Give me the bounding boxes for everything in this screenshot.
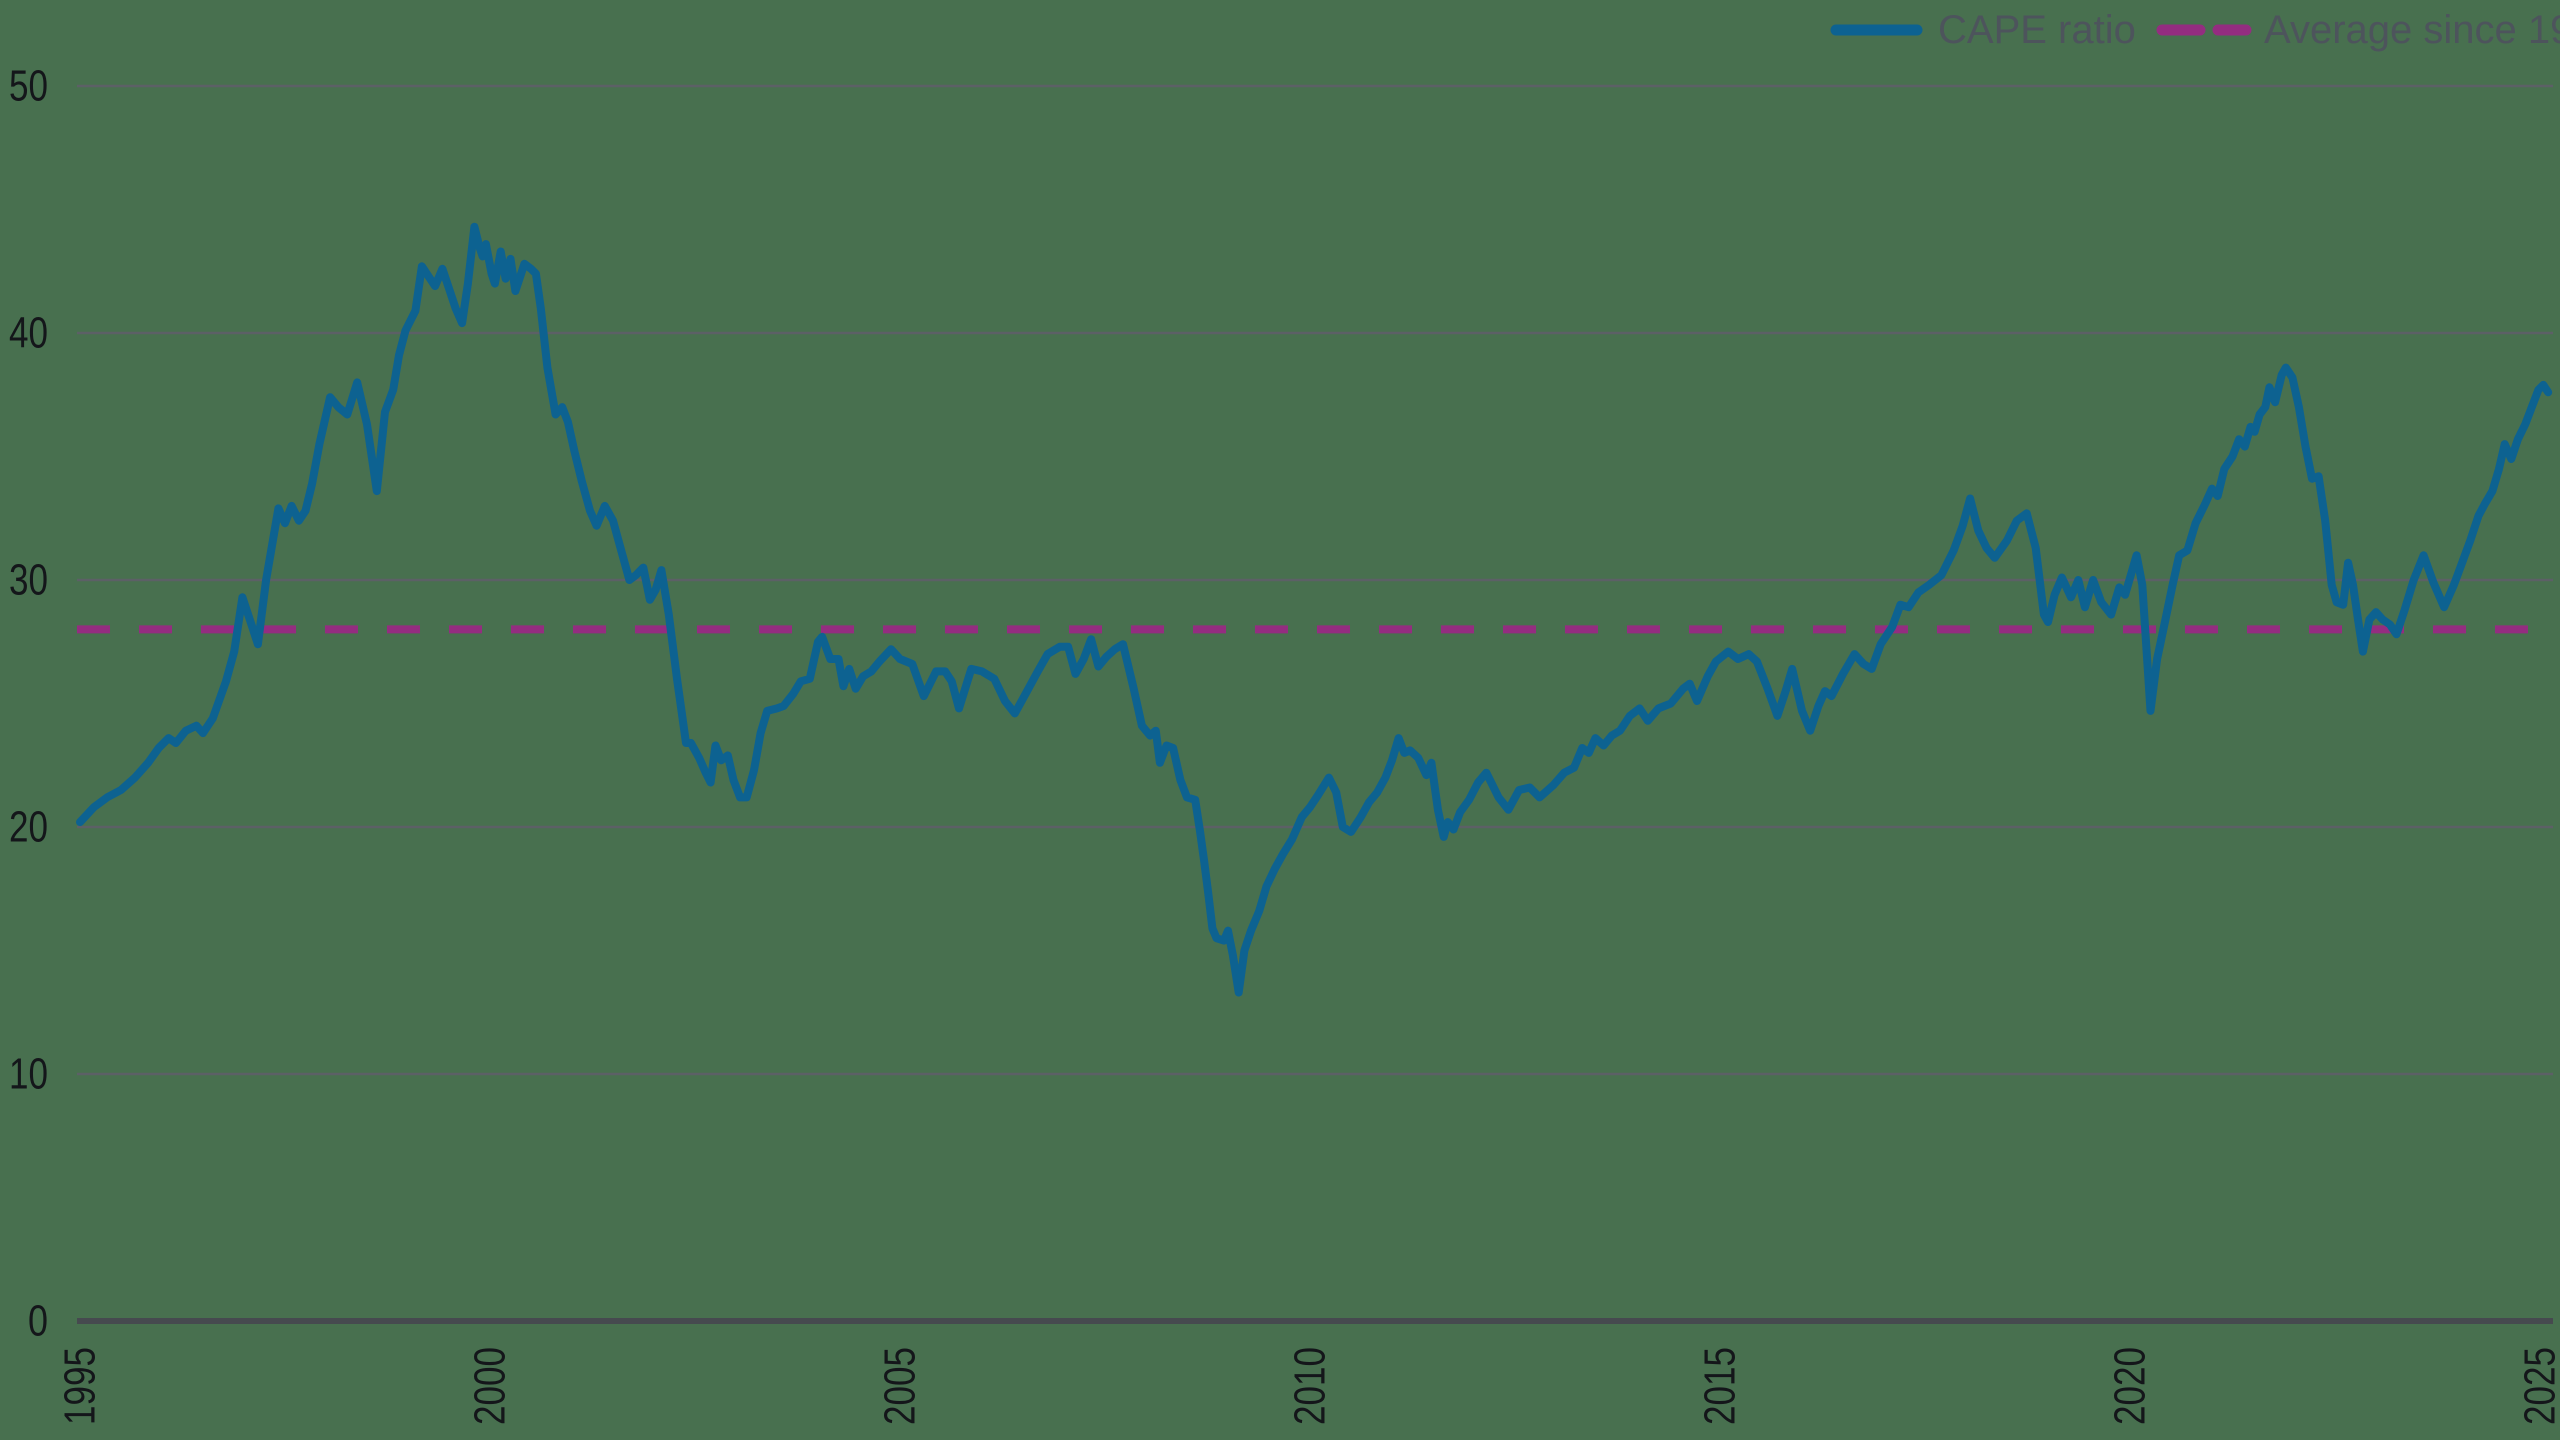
y-axis-labels: 0 10 20 30 40 50: [9, 62, 48, 1346]
cape-ratio-line: [76, 222, 2553, 997]
y-tick-label: 40: [9, 309, 48, 358]
legend-cape-label: CAPE ratio: [1938, 8, 2136, 52]
x-tick-label: 1995: [56, 1347, 105, 1425]
x-tick-label: 2015: [1696, 1347, 1745, 1425]
x-tick-label: 2010: [1286, 1347, 1335, 1425]
x-tick-label: 2020: [2106, 1347, 2155, 1425]
x-tick-label: 2025: [2516, 1347, 2560, 1425]
gridlines: [77, 84, 2553, 1324]
x-tick-label: 2005: [876, 1347, 925, 1425]
y-tick-label: 30: [9, 556, 48, 605]
y-tick-label: 10: [9, 1050, 48, 1099]
x-tick-label: 2000: [466, 1347, 515, 1425]
y-tick-label: 20: [9, 803, 48, 852]
y-tick-label: 0: [28, 1297, 48, 1346]
legend-average-label: Average since 1995: [2264, 8, 2560, 52]
legend: CAPE ratio Average since 1995: [1830, 8, 2560, 52]
y-tick-label: 50: [9, 62, 48, 111]
x-axis-labels: 1995 2000 2005 2010 2015 2020 2025: [56, 1347, 2560, 1425]
